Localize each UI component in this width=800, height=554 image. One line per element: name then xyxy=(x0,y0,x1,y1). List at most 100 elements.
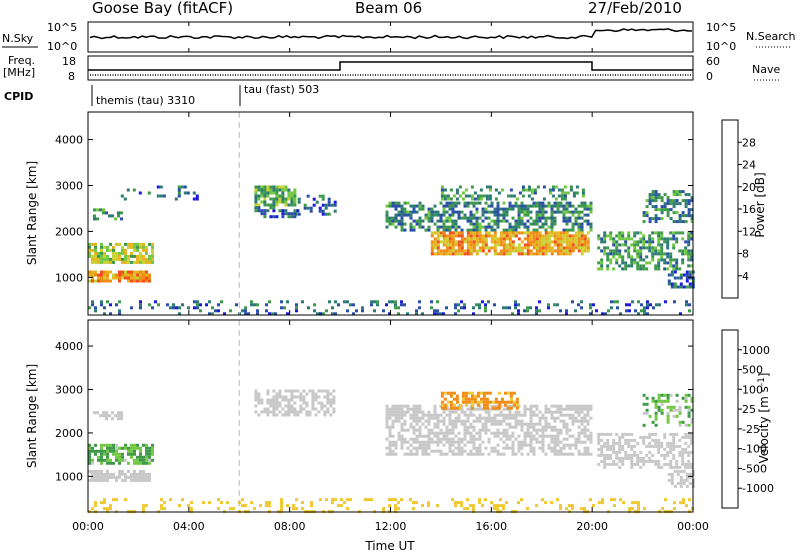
data-cell xyxy=(603,237,607,241)
data-cell xyxy=(645,211,649,215)
data-cell xyxy=(106,452,109,456)
data-cell xyxy=(109,507,112,511)
data-cell xyxy=(523,443,527,447)
data-cell xyxy=(684,435,688,439)
data-cell xyxy=(541,243,545,247)
data-cell xyxy=(329,398,333,402)
data-cell xyxy=(526,225,530,229)
data-cell xyxy=(293,212,297,216)
data-cell xyxy=(520,422,524,426)
data-cell xyxy=(436,300,439,304)
data-cell xyxy=(290,404,294,408)
data-cell xyxy=(311,398,315,402)
data-cell xyxy=(493,422,497,426)
data-cell xyxy=(530,191,534,195)
data-cell xyxy=(675,261,679,265)
data-cell xyxy=(568,243,572,247)
data-cell xyxy=(327,197,331,201)
data-cell xyxy=(96,217,99,221)
data-cell xyxy=(421,446,425,450)
data-cell xyxy=(529,240,533,244)
data-cell xyxy=(427,410,431,414)
data-cell xyxy=(223,312,226,316)
data-cell xyxy=(574,234,578,238)
data-cell xyxy=(678,411,682,415)
data-cell xyxy=(586,404,590,408)
data-cell xyxy=(455,188,459,192)
data-cell xyxy=(391,452,395,456)
data-cell xyxy=(609,258,613,262)
data-cell xyxy=(538,246,542,250)
data-cell xyxy=(514,413,518,417)
data-cell xyxy=(418,434,422,438)
data-cell xyxy=(120,194,124,198)
data-cell xyxy=(454,201,458,205)
data-cell xyxy=(559,410,563,414)
data-cell xyxy=(106,248,109,252)
data-cell xyxy=(105,417,108,421)
data-cell xyxy=(409,225,413,229)
data-cell xyxy=(440,406,444,410)
data-cell xyxy=(589,303,592,307)
data-cell xyxy=(460,231,464,235)
data-cell xyxy=(648,196,652,200)
data-cell xyxy=(421,443,425,447)
data-cell xyxy=(490,240,494,244)
data-cell xyxy=(481,440,485,444)
data-cell xyxy=(589,228,593,232)
data-cell xyxy=(388,216,392,220)
data-cell xyxy=(418,443,422,447)
data-cell xyxy=(523,204,527,208)
data-cell xyxy=(470,394,474,398)
data-cell xyxy=(442,422,446,426)
data-cell xyxy=(406,452,410,456)
data-cell xyxy=(621,459,625,463)
data-cell xyxy=(538,309,541,313)
data-cell xyxy=(509,188,513,192)
data-cell xyxy=(439,413,443,417)
data-cell xyxy=(469,216,473,220)
data-cell xyxy=(139,475,142,479)
data-cell xyxy=(385,303,388,307)
data-cell xyxy=(308,389,312,393)
data-cell xyxy=(547,246,551,250)
data-cell xyxy=(484,231,488,235)
data-cell xyxy=(481,246,485,250)
data-cell xyxy=(127,254,130,258)
data-cell xyxy=(520,428,524,432)
data-cell xyxy=(448,413,452,417)
data-cell xyxy=(687,193,691,197)
data-cell xyxy=(589,204,593,208)
data-cell xyxy=(688,270,692,274)
data-cell xyxy=(133,469,136,473)
data-cell xyxy=(418,300,421,304)
data-cell xyxy=(451,240,455,244)
data-cell xyxy=(687,258,691,262)
data-cell xyxy=(676,285,680,289)
data-cell xyxy=(284,395,288,399)
data-cell xyxy=(547,243,551,247)
data-cell xyxy=(589,201,593,205)
data-cell xyxy=(430,231,434,235)
data-cell xyxy=(675,393,679,397)
data-cell xyxy=(403,210,407,214)
data-cell xyxy=(673,282,677,286)
data-cell xyxy=(266,209,270,213)
data-cell xyxy=(627,438,631,442)
data-cell xyxy=(687,462,691,466)
data-cell xyxy=(322,312,325,316)
data-cell xyxy=(673,469,677,473)
data-cell xyxy=(321,203,325,207)
data-cell xyxy=(440,403,444,407)
data-cell xyxy=(669,432,673,436)
data-cell xyxy=(645,205,649,209)
data-cell xyxy=(621,261,625,265)
data-cell xyxy=(523,440,527,444)
data-cell xyxy=(118,446,121,450)
data-cell xyxy=(254,206,258,210)
data-cell xyxy=(669,462,673,466)
data-cell xyxy=(388,425,392,429)
data-cell xyxy=(256,312,259,316)
data-cell xyxy=(583,243,587,247)
data-cell xyxy=(151,242,154,246)
